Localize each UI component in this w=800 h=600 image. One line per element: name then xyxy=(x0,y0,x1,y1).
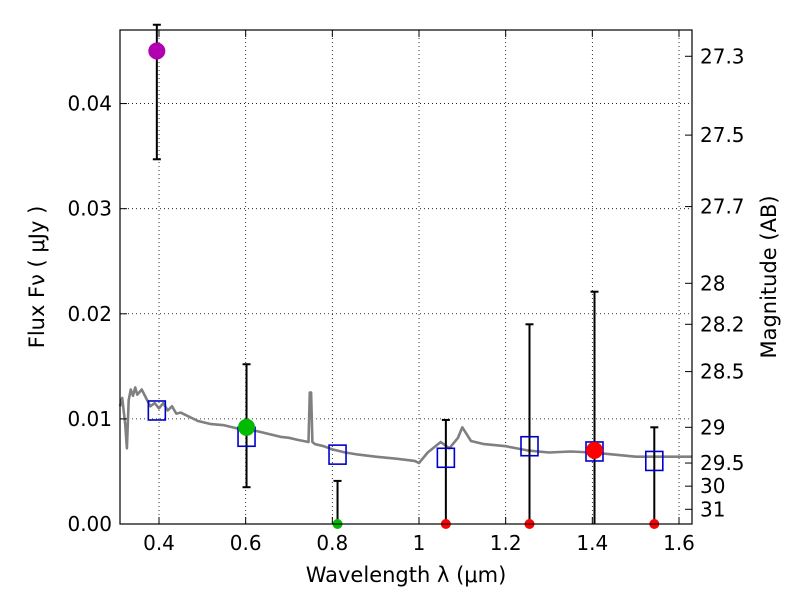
model-point xyxy=(436,447,456,469)
right-axis-label: Magnitude (AB) xyxy=(757,195,781,358)
magnitude-tick-label: 27.5 xyxy=(700,123,745,147)
x-tick-label: 1.4 xyxy=(576,531,608,555)
y-tick-label: 0.00 xyxy=(67,512,112,536)
model-photometry-layer xyxy=(147,400,664,472)
grid xyxy=(120,30,692,525)
model-point xyxy=(520,435,539,457)
model-point xyxy=(147,400,167,421)
magnitude-tick-label: 27.3 xyxy=(700,44,745,68)
x-tick-label: 0.8 xyxy=(316,531,348,555)
x-tick-label: 1.6 xyxy=(663,531,695,555)
x-tick-label: 1 xyxy=(413,531,426,555)
error-bars xyxy=(152,23,659,524)
template-sed-layer xyxy=(118,386,692,465)
observed-points-layer xyxy=(148,42,660,529)
y-axis-label: Flux Fν ( μJy ) xyxy=(25,206,49,349)
model-point xyxy=(644,450,664,472)
x-tick-label: 1.2 xyxy=(490,531,522,555)
x-tick-label: 0.6 xyxy=(230,531,262,555)
y-tick-label: 0.01 xyxy=(67,407,112,431)
magnitude-tick-label: 27.7 xyxy=(700,195,745,219)
y-tick-label: 0.02 xyxy=(67,302,112,326)
magnitude-tick-label: 29.5 xyxy=(700,451,745,475)
magnitude-tick-label: 28.5 xyxy=(700,360,745,384)
plot-frame xyxy=(119,29,693,525)
y-tick-label: 0.03 xyxy=(67,197,112,221)
observed-point xyxy=(586,441,603,459)
model-point xyxy=(328,444,347,465)
x-axis-label: Wavelength λ (μm) xyxy=(306,563,507,587)
magnitude-tick-label: 29 xyxy=(700,415,725,439)
axis-ticks: 0.4 0.6 0.8 1 1.2 1.4 1.6 0.00 0.01 0.02 0.03 0.04 2… xyxy=(67,30,745,555)
magnitude-tick-label: 31 xyxy=(700,497,725,521)
magnitude-tick-label: 30 xyxy=(700,474,725,498)
y-tick-label: 0.04 xyxy=(67,92,112,116)
template-sed-line xyxy=(118,386,692,465)
x-tick-label: 0.4 xyxy=(143,531,175,555)
magnitude-tick-label: 28.2 xyxy=(700,312,745,336)
observed-point xyxy=(238,418,256,436)
observed-point xyxy=(148,42,166,60)
magnitude-tick-label: 28 xyxy=(700,271,725,295)
